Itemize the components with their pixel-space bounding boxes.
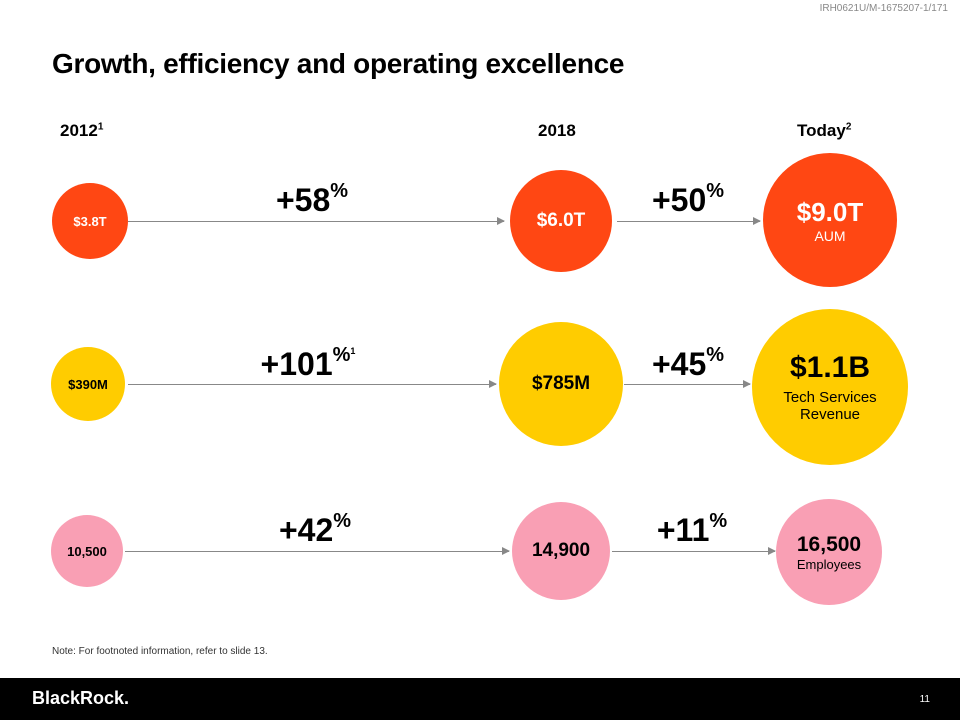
- percent-sign: %: [332, 344, 351, 366]
- percent-sign: %: [706, 344, 725, 366]
- footnote-marker: 1: [97, 121, 104, 133]
- growth-value: +11: [656, 512, 710, 548]
- arrow: [128, 380, 497, 388]
- employees-value: 16,500: [796, 532, 862, 556]
- employees-2012-circle: 10,500: [51, 515, 123, 587]
- column-header-2018: 2018: [538, 121, 576, 140]
- arrow: [128, 217, 505, 225]
- revenue-growth-2: +45%: [651, 344, 725, 383]
- column-label: 2012: [60, 121, 98, 140]
- arrow: [125, 547, 510, 555]
- revenue-growth-1: +101%1: [260, 344, 356, 383]
- footer: BlackRock. 11: [0, 678, 960, 720]
- revenue-2012-circle: $390M: [51, 347, 125, 421]
- arrow: [617, 217, 761, 225]
- aum-growth-2: +50%: [651, 180, 725, 219]
- aum-today-circle: $9.0T AUM: [763, 153, 897, 287]
- aum-label: AUM: [814, 227, 846, 244]
- percent-sign: %: [333, 510, 352, 532]
- growth-value: +45: [651, 346, 707, 382]
- arrow: [612, 547, 776, 555]
- document-id: IRH0621U/M-1675207-1/171: [819, 3, 948, 14]
- aum-growth-1: +58%: [275, 180, 349, 219]
- employees-today-circle: 16,500 Employees: [776, 499, 882, 605]
- revenue-2018-circle: $785M: [499, 322, 623, 446]
- arrow: [624, 380, 751, 388]
- page-title: Growth, efficiency and operating excelle…: [52, 48, 625, 79]
- blackrock-logo: BlackRock.: [32, 688, 130, 708]
- footnote-marker: 2: [845, 121, 852, 133]
- footnote-marker: 1: [350, 346, 356, 356]
- growth-value: +42: [278, 512, 334, 548]
- aum-2012-circle: $3.8T: [52, 183, 128, 259]
- page-number: 11: [919, 694, 930, 705]
- aum-2018-circle: $6.0T: [510, 170, 612, 272]
- percent-sign: %: [330, 180, 349, 202]
- employees-growth-2: +11%: [656, 510, 728, 549]
- column-header-2012: 20121: [60, 121, 103, 141]
- column-label: Today: [797, 121, 846, 140]
- footnote: Note: For footnoted information, refer t…: [52, 646, 268, 657]
- growth-value: +101: [260, 346, 333, 382]
- revenue-today-circle: $1.1B Tech Services Revenue: [752, 309, 908, 465]
- revenue-value: $1.1B: [789, 351, 871, 384]
- growth-value: +58: [275, 182, 331, 218]
- growth-value: +50: [651, 182, 707, 218]
- employees-label: Employees: [796, 556, 862, 572]
- employees-2018-circle: 14,900: [512, 502, 610, 600]
- revenue-label: Tech Services Revenue: [783, 389, 877, 423]
- employees-growth-1: +42%: [278, 510, 352, 549]
- percent-sign: %: [706, 180, 725, 202]
- column-header-today: Today2: [797, 121, 851, 141]
- percent-sign: %: [709, 510, 728, 532]
- aum-value: $9.0T: [796, 196, 864, 227]
